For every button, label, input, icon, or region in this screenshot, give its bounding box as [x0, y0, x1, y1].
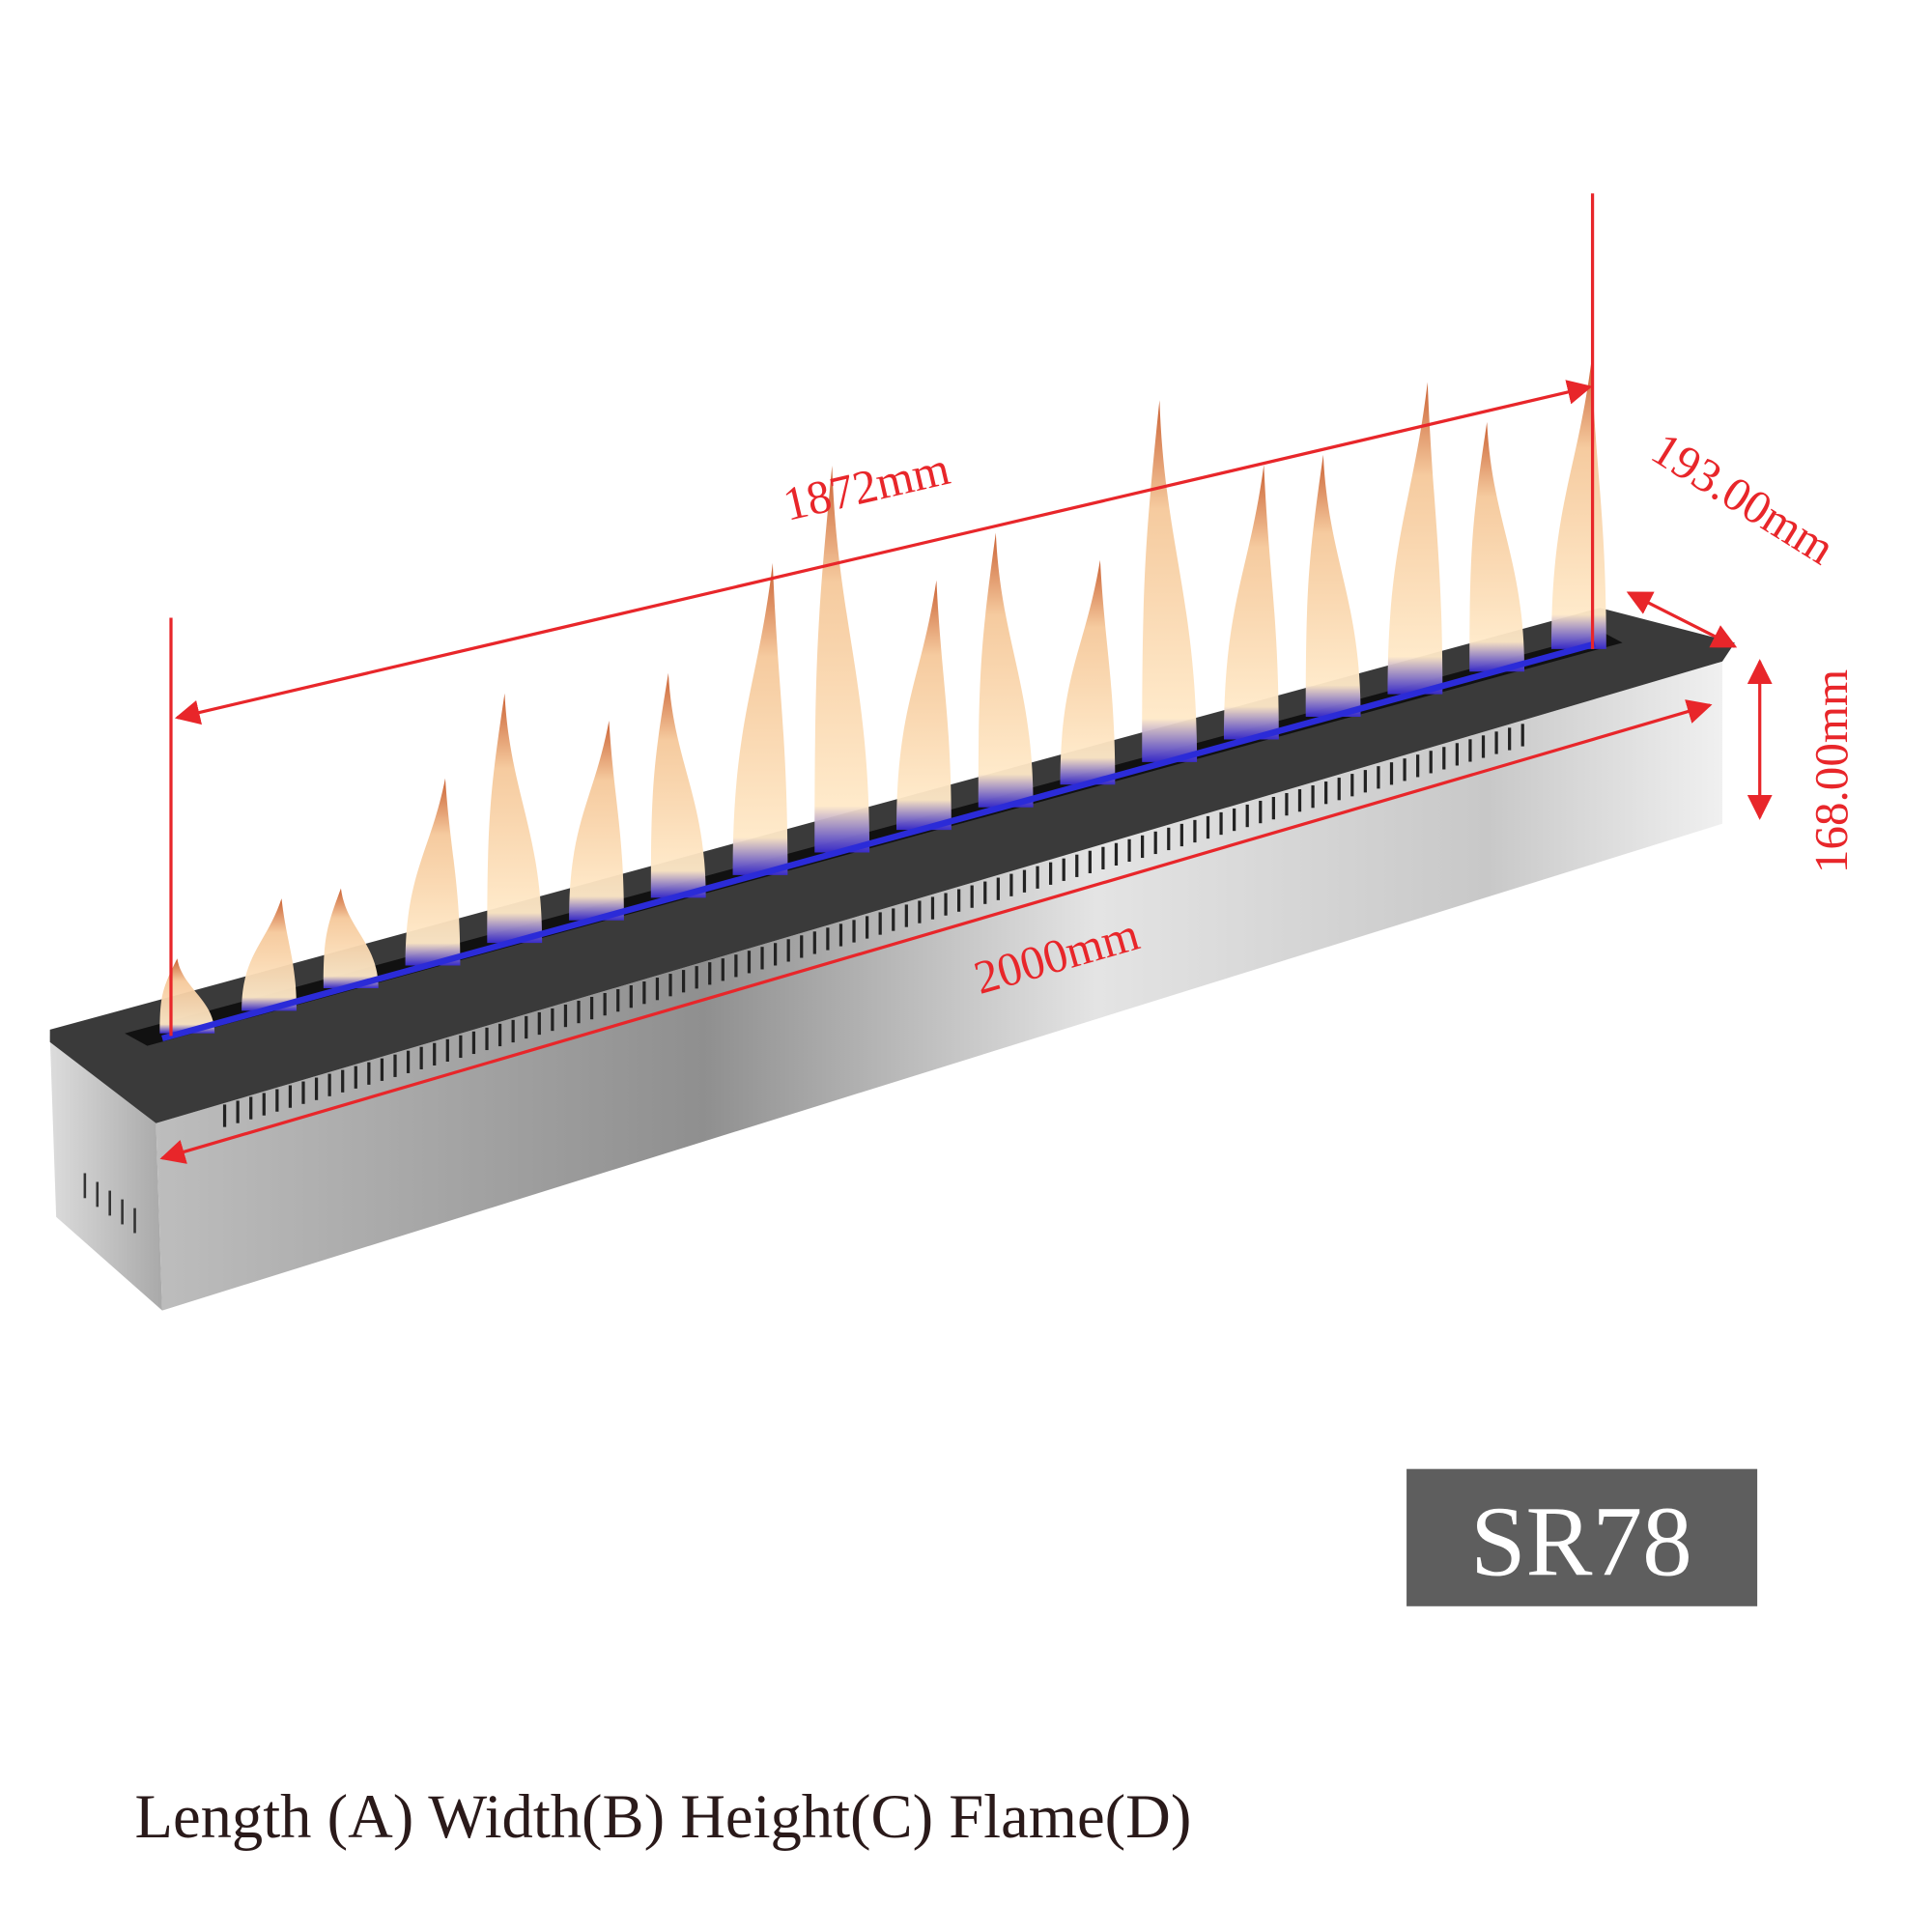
flame: [487, 693, 543, 944]
dimension-lines: [159, 193, 1773, 1164]
flame: [323, 888, 379, 988]
flame: [1469, 421, 1525, 672]
length-label: 1872mm: [779, 441, 954, 531]
side-vents: [83, 1173, 136, 1234]
side-face: [49, 1036, 162, 1311]
flame: [896, 580, 952, 831]
model-badge: [1406, 1468, 1758, 1606]
flame: [1305, 454, 1361, 718]
flame: [569, 721, 624, 921]
height-label: 168.00mm: [1804, 669, 1858, 873]
flame: [1550, 361, 1606, 649]
flame: [978, 532, 1034, 808]
flame: [1142, 400, 1198, 762]
flame: [1223, 465, 1279, 740]
flame: [650, 672, 706, 898]
model-name: SR78: [1470, 1487, 1692, 1597]
caption: Length (A) Width(B) Height(C) Flame(D): [135, 1781, 1192, 1852]
flame: [405, 778, 461, 966]
flame: [814, 465, 870, 853]
width-label: 193.00mm: [1642, 421, 1843, 575]
flame: [1060, 559, 1116, 785]
flame: [242, 898, 297, 1011]
flame: [732, 562, 788, 875]
